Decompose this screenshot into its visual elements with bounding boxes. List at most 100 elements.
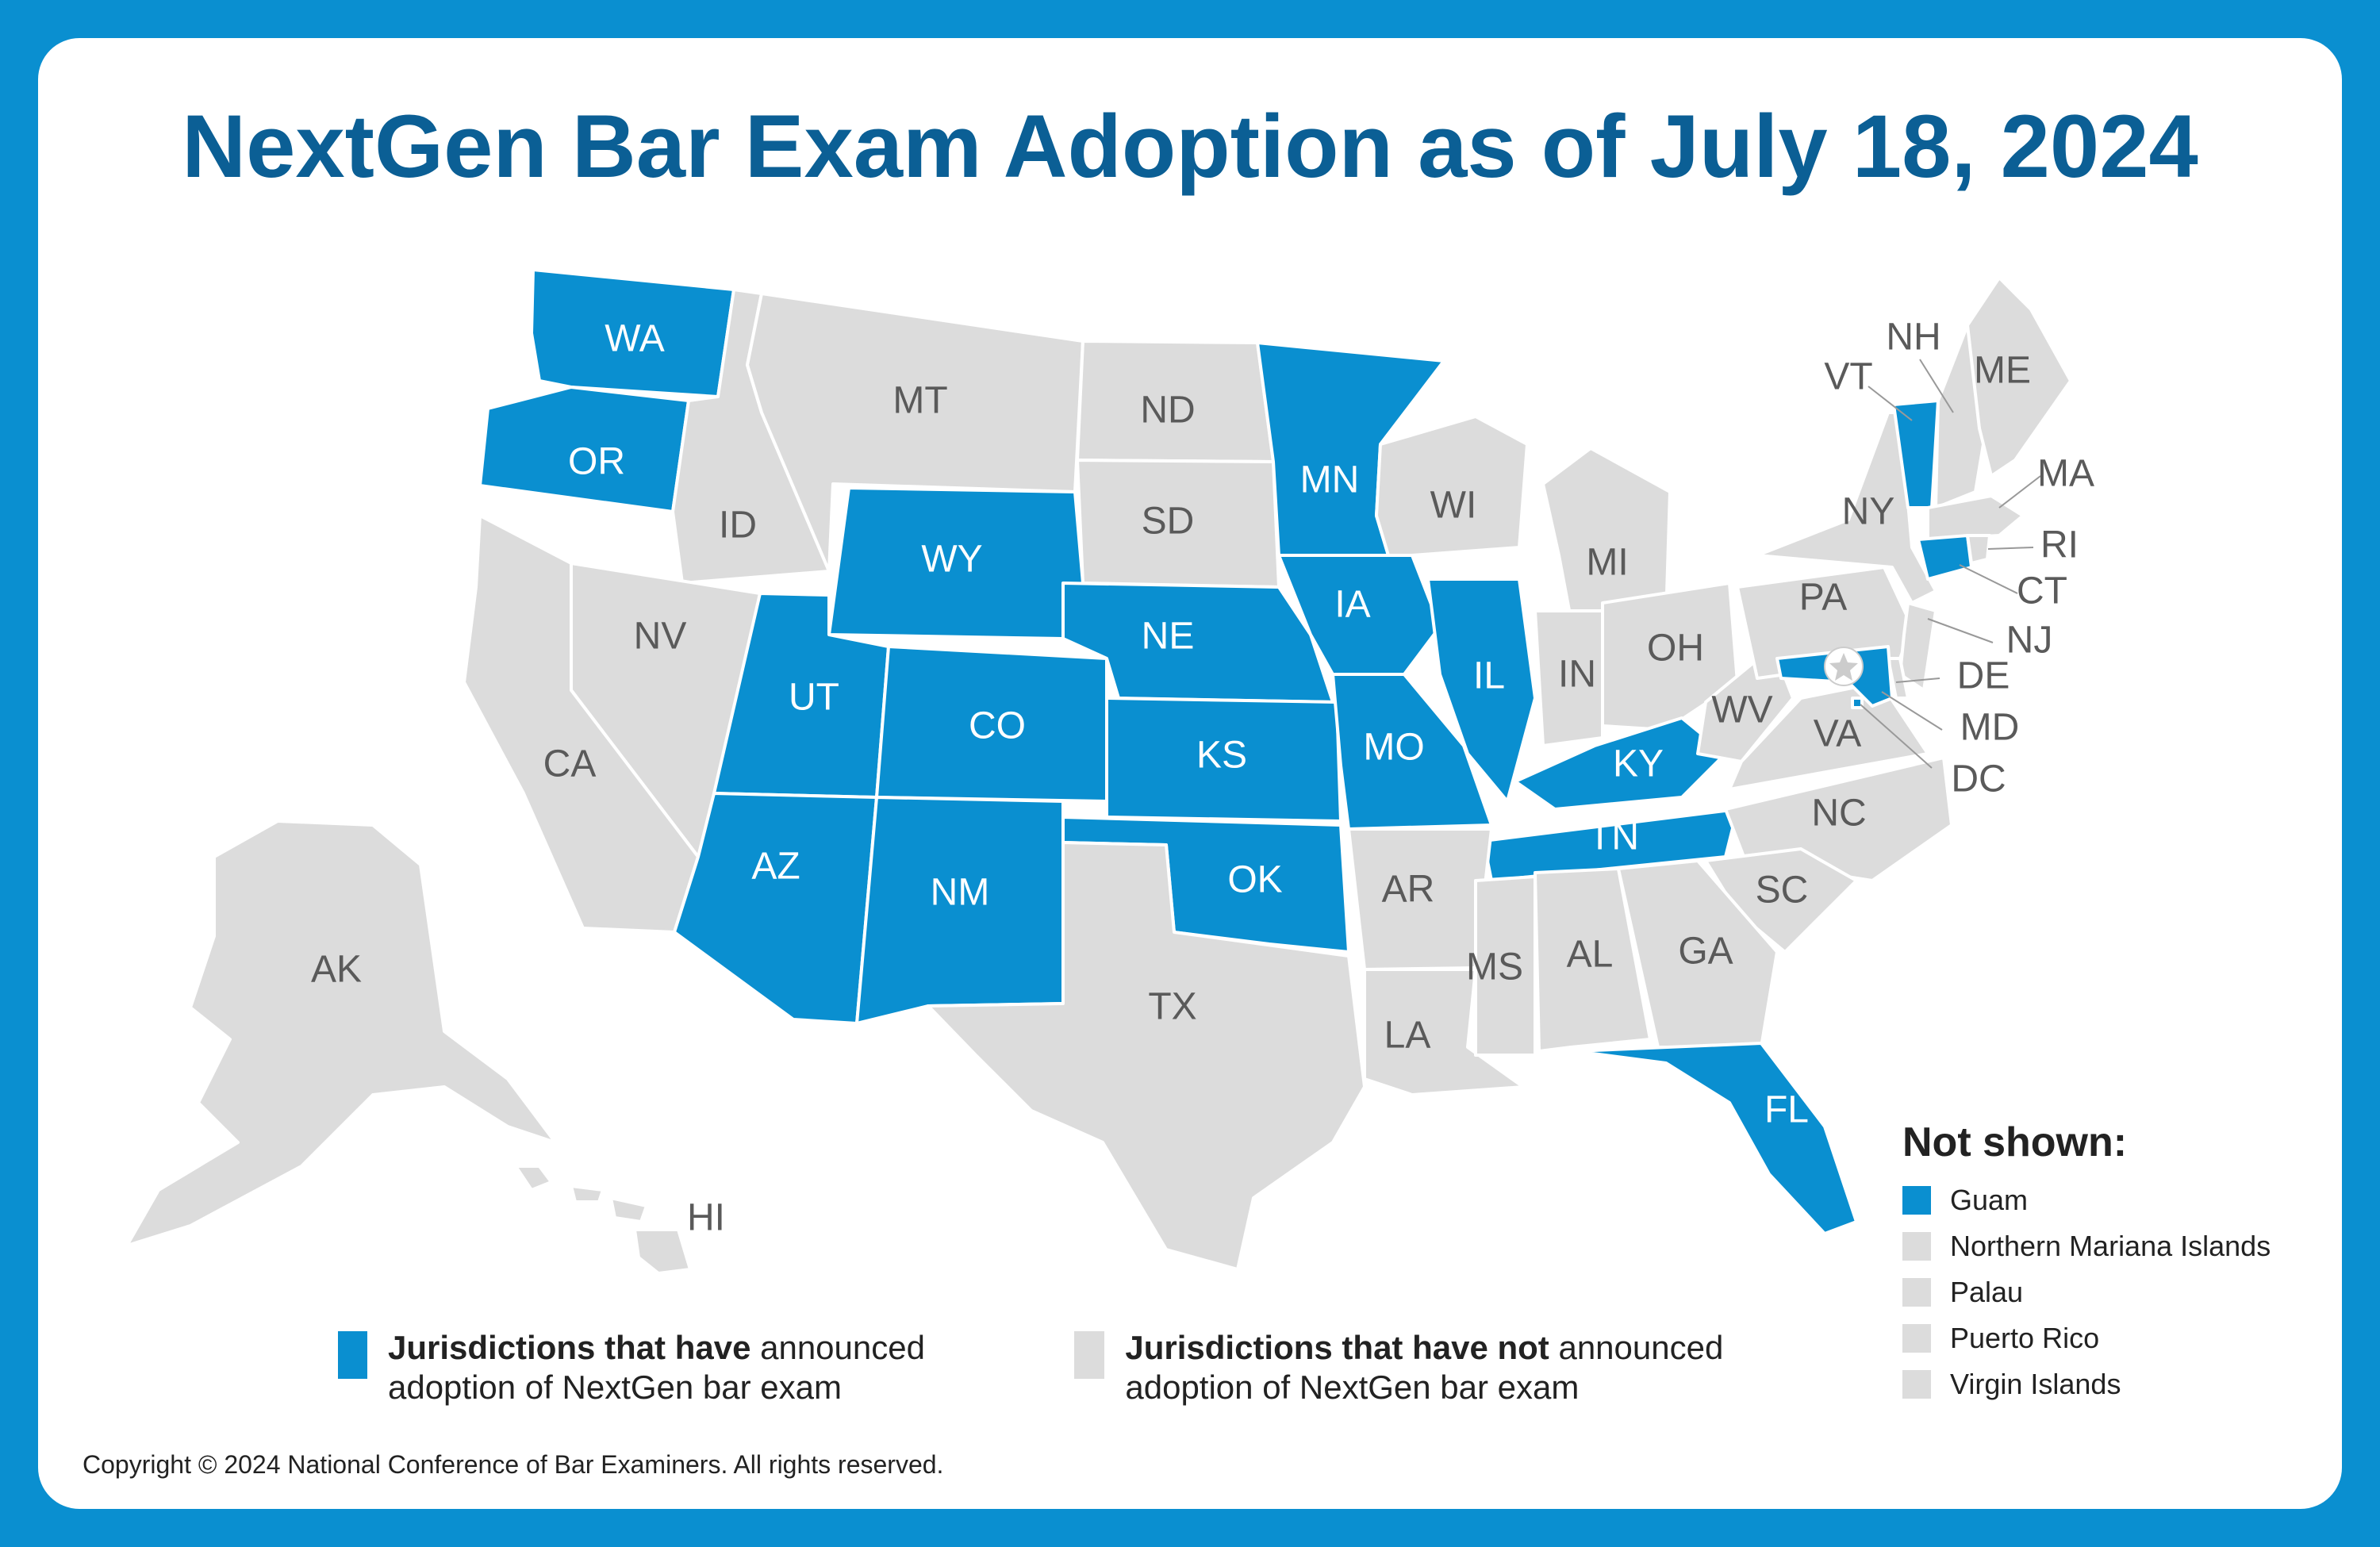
state-label-co: CO [969, 705, 1026, 747]
state-ri [1966, 534, 1991, 565]
state-label-me: ME [1974, 350, 2031, 392]
state-label-id: ID [719, 505, 757, 547]
dc-star-icon [1824, 647, 1864, 686]
state-label-hi: HI [687, 1197, 725, 1239]
state-nj [1898, 601, 1937, 692]
state-label-mi: MI [1586, 542, 1628, 584]
not-shown-swatch [1902, 1232, 1931, 1261]
state-label-ok: OK [1227, 859, 1282, 901]
not-shown-swatch [1902, 1370, 1931, 1399]
page-title: NextGen Bar Exam Adoption as of July 18,… [182, 97, 2198, 196]
state-oh [1601, 582, 1739, 731]
state-label-ia: IA [1334, 584, 1370, 626]
state-label-ar: AR [1382, 869, 1435, 911]
state-label-sd: SD [1142, 501, 1195, 543]
not-shown-item: Northern Mariana Islands [1902, 1223, 2347, 1269]
state-label-dc: DC [1951, 758, 2006, 800]
state-label-il: IL [1473, 655, 1505, 697]
state-label-tn: TN [1588, 816, 1639, 858]
copyright-text: Copyright © 2024 National Conference of … [83, 1450, 944, 1479]
state-az [673, 792, 878, 1025]
state-label-wv: WV [1711, 689, 1772, 731]
not-shown-heading: Not shown: [1902, 1119, 2128, 1165]
state-label-or: OR [568, 441, 625, 483]
not-shown-item: Puerto Rico [1902, 1315, 2347, 1361]
state-label-ky: KY [1613, 743, 1664, 785]
state-label-ak: AK [311, 949, 362, 991]
state-ms [1474, 875, 1537, 1057]
not-shown-label: Northern Mariana Islands [1950, 1230, 2271, 1262]
state-mo [1331, 673, 1493, 831]
not-shown-item: Virgin Islands [1902, 1361, 2347, 1407]
state-label-nm: NM [931, 872, 990, 914]
legend-not-adopted: Jurisdictions that have not announced ad… [1074, 1328, 1804, 1407]
not-shown-item: Palau [1902, 1269, 2347, 1315]
state-hi [514, 1165, 692, 1275]
state-tx [927, 841, 1366, 1271]
not-shown-label: Virgin Islands [1950, 1368, 2121, 1400]
state-label-wi: WI [1430, 485, 1477, 527]
state-label-nd: ND [1140, 390, 1195, 432]
state-label-ny: NY [1842, 491, 1895, 533]
state-mi [1541, 447, 1672, 620]
legend-adopted-text: Jurisdictions that have announced adopti… [387, 1329, 925, 1406]
state-dc [1851, 697, 1864, 709]
not-shown-label: Puerto Rico [1950, 1322, 2100, 1354]
state-in [1534, 609, 1604, 747]
state-me [1966, 276, 2072, 478]
state-label-tx: TX [1148, 986, 1196, 1028]
state-label-nc: NC [1811, 793, 1866, 835]
state-label-wy: WY [921, 539, 982, 581]
state-label-nj: NJ [2006, 620, 2053, 662]
not-shown-swatch [1902, 1278, 1931, 1307]
not-shown-panel: Not shown: Guam Northern Mariana Islands P… [1902, 1119, 2347, 1407]
state-label-al: AL [1567, 934, 1614, 976]
state-label-ct: CT [2017, 570, 2067, 612]
state-ny [1756, 411, 1937, 605]
state-label-de: DE [1957, 655, 2010, 697]
state-label-nh: NH [1886, 317, 1940, 359]
state-label-ne: NE [1142, 616, 1195, 658]
state-label-az: AZ [751, 846, 800, 888]
state-label-ri: RI [2040, 524, 2079, 566]
state-label-nv: NV [634, 616, 687, 658]
not-shown-list: Guam Northern Mariana Islands Palau Puerto … [1902, 1177, 2347, 1407]
state-label-la: LA [1384, 1015, 1431, 1057]
state-label-vt: VT [1824, 356, 1872, 398]
state-label-ut: UT [789, 677, 839, 719]
state-label-va: VA [1814, 713, 1861, 755]
state-label-in: IN [1558, 654, 1596, 696]
state-label-ks: KS [1196, 735, 1247, 777]
state-il [1426, 578, 1537, 803]
state-ca [463, 514, 700, 934]
state-label-pa: PA [1799, 577, 1847, 619]
state-al [1534, 867, 1652, 1053]
legend-adopted-swatch [338, 1331, 367, 1379]
state-de [1887, 657, 1910, 700]
state-label-ca: CA [543, 743, 597, 785]
state-label-ms: MS [1466, 946, 1523, 988]
legend-adopted: Jurisdictions that have announced adopti… [338, 1328, 1004, 1407]
not-shown-swatch [1902, 1186, 1931, 1215]
not-shown-item: Guam [1902, 1177, 2347, 1223]
legend-not-adopted-text: Jurisdictions that have not announced ad… [1125, 1329, 1724, 1406]
state-label-mt: MT [892, 380, 947, 422]
state-ga [1617, 859, 1779, 1049]
state-label-oh: OH [1647, 628, 1704, 670]
state-label-fl: FL [1764, 1089, 1809, 1131]
state-label-sc: SC [1756, 869, 1809, 912]
legend-not-adopted-swatch [1074, 1331, 1105, 1379]
state-fl [1573, 1042, 1858, 1235]
state-wi [1375, 415, 1529, 557]
state-label-mo: MO [1363, 727, 1424, 769]
not-shown-label: Palau [1950, 1276, 2024, 1308]
state-label-wa: WA [605, 318, 665, 360]
not-shown-swatch [1902, 1324, 1931, 1353]
state-va [1728, 681, 1929, 791]
state-label-mn: MN [1300, 459, 1360, 501]
state-ak [125, 820, 557, 1247]
state-ks [1105, 697, 1342, 823]
state-label-md: MD [1960, 707, 2020, 749]
not-shown-label: Guam [1950, 1184, 2029, 1216]
